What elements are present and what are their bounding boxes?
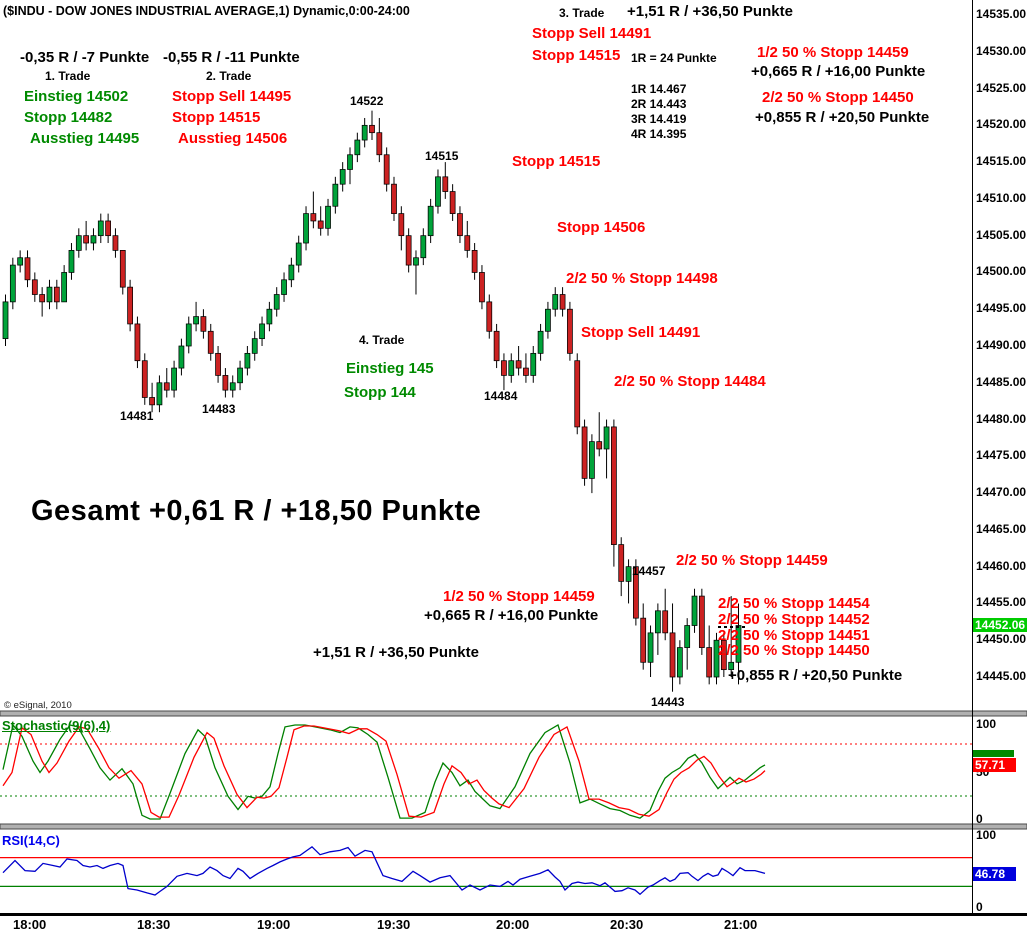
- trade-annotation: Stopp 144: [344, 384, 416, 401]
- trade-annotation: Gesamt +0,61 R / +18,50 Punkte: [31, 495, 482, 527]
- trade-annotation: +1,51 R / +36,50 Punkte: [627, 3, 793, 20]
- trade-annotation: +0,855 R / +20,50 Punkte: [728, 667, 903, 684]
- price-axis-label: 14450.00: [976, 632, 1027, 647]
- trade-annotation: 1R 14.467: [631, 82, 687, 96]
- time-axis-label: 21:00: [724, 917, 758, 932]
- trade-annotation: 2/2 50 % Stopp 14450: [762, 89, 914, 106]
- trade-annotation: Ausstieg 14506: [178, 130, 288, 147]
- time-axis-label: 19:30: [377, 917, 411, 932]
- trade-annotation: 14483: [202, 402, 236, 416]
- trade-annotation: 2/2 50 % Stopp 14452: [718, 611, 870, 628]
- last-price-tag: 14452.06: [973, 617, 1027, 633]
- rsi-panel-label: RSI(14,C): [2, 833, 60, 848]
- trade-annotation: 3. Trade: [559, 6, 605, 20]
- esignal-watermark: © eSignal, 2010: [4, 700, 72, 711]
- chart-title: ($INDU - DOW JONES INDUSTRIAL AVERAGE,1)…: [3, 4, 410, 18]
- price-axis-label: 14500.00: [976, 264, 1027, 279]
- trade-annotation: +0,665 R / +16,00 Punkte: [424, 607, 599, 624]
- price-axis-label: 14525.00: [976, 80, 1027, 95]
- price-axis-label: 14535.00: [976, 7, 1027, 21]
- trade-annotation: Stopp 14482: [24, 109, 113, 126]
- price-axis-label: 14495.00: [976, 301, 1027, 316]
- trade-annotation: 1. Trade: [45, 69, 91, 83]
- time-axis-label: 18:00: [13, 917, 47, 932]
- stochastic-k-value-tag: [973, 750, 1014, 757]
- trade-annotation: 1/2 50 % Stopp 14459: [443, 588, 595, 605]
- time-axis-label: 20:30: [610, 917, 644, 932]
- price-axis-label: 14445.00: [976, 669, 1027, 683]
- price-axis-label: 14520.00: [976, 117, 1027, 132]
- trade-annotation: Stopp Sell 14491: [532, 25, 652, 42]
- trade-annotation: 14522: [350, 94, 384, 108]
- trade-annotation: 1R = 24 Punkte: [631, 51, 717, 65]
- indicator-axis-label: 0: [976, 812, 983, 826]
- time-axis-label: 20:00: [496, 917, 530, 932]
- price-axis-label: 14480.00: [976, 411, 1027, 426]
- trade-annotation: 14481: [120, 409, 154, 423]
- rsi-value-tag: 46.78: [973, 867, 1016, 882]
- trade-annotation: -0,55 R / -11 Punkte: [163, 49, 300, 66]
- trade-annotation: 1/2 50 % Stopp 14459: [757, 44, 909, 61]
- price-axis-label: 14465.00: [976, 521, 1027, 536]
- trade-annotation: Stopp Sell 14495: [172, 88, 292, 105]
- price-axis-label: 14490.00: [976, 338, 1027, 352]
- trade-annotation: -0,35 R / -7 Punkte: [20, 49, 150, 66]
- price-axis-label: 14485.00: [976, 374, 1027, 389]
- stochastic-panel-label: Stochastic(9(6),4): [2, 718, 111, 733]
- trade-annotation: 2/2 50 % Stopp 14459: [676, 552, 828, 569]
- trade-annotation: 3R 14.419: [631, 112, 687, 126]
- trade-annotation: 2/2 50 % Stopp 14498: [566, 270, 718, 287]
- price-axis-label: 14455.00: [976, 595, 1027, 610]
- trade-annotation: 14515: [425, 149, 459, 163]
- trade-annotation: 2. Trade: [206, 69, 252, 83]
- trade-annotation: 14457: [632, 564, 666, 578]
- trade-annotation: Einstieg 145: [346, 360, 434, 377]
- trade-annotation: Stopp 14506: [557, 219, 646, 236]
- trade-annotation: 14484: [484, 389, 518, 403]
- trade-annotation: 4. Trade: [359, 333, 405, 347]
- trade-annotation: 2/2 50 % Stopp 14450: [718, 642, 870, 659]
- trade-annotation: Stopp Sell 14491: [581, 324, 701, 341]
- indicator-axis-label: 100: [976, 717, 997, 731]
- trade-annotation: Stopp 14515: [532, 47, 621, 64]
- indicator-axis-label: 0: [976, 900, 983, 914]
- time-axis-label: 19:00: [257, 917, 291, 932]
- price-axis-label: 14505.00: [976, 227, 1027, 242]
- trade-annotation: Einstieg 14502: [24, 88, 129, 105]
- trade-annotation: 14443: [651, 695, 685, 709]
- price-axis-label: 14515.00: [976, 154, 1027, 169]
- trade-annotation: Stopp 14515: [172, 109, 261, 126]
- time-axis-label: 18:30: [137, 917, 171, 932]
- trade-annotation: +0,855 R / +20,50 Punkte: [755, 109, 930, 126]
- price-axis-label: 14510.00: [976, 190, 1027, 205]
- trade-annotation: 2/2 50 % Stopp 14484: [614, 373, 766, 390]
- price-axis-label: 14475.00: [976, 448, 1027, 463]
- trade-annotation: 4R 14.395: [631, 127, 687, 141]
- trade-annotation: 2R 14.443: [631, 97, 687, 111]
- indicator-axis-label: 100: [976, 828, 997, 842]
- trade-annotation: +0,665 R / +16,00 Punkte: [751, 63, 926, 80]
- trade-annotation: 2/2 50 % Stopp 14451: [718, 627, 870, 644]
- trade-annotation: Ausstieg 14495: [30, 130, 140, 147]
- trade-annotation: Stopp 14515: [512, 153, 601, 170]
- price-axis-label: 14460.00: [976, 558, 1027, 573]
- price-axis-label: 14470.00: [976, 485, 1027, 500]
- trade-annotation: +1,51 R / +36,50 Punkte: [313, 644, 479, 661]
- stochastic-value-tag: 57.71: [973, 758, 1016, 773]
- trade-annotation: 2/2 50 % Stopp 14454: [718, 595, 870, 612]
- price-axis-label: 14530.00: [976, 43, 1027, 58]
